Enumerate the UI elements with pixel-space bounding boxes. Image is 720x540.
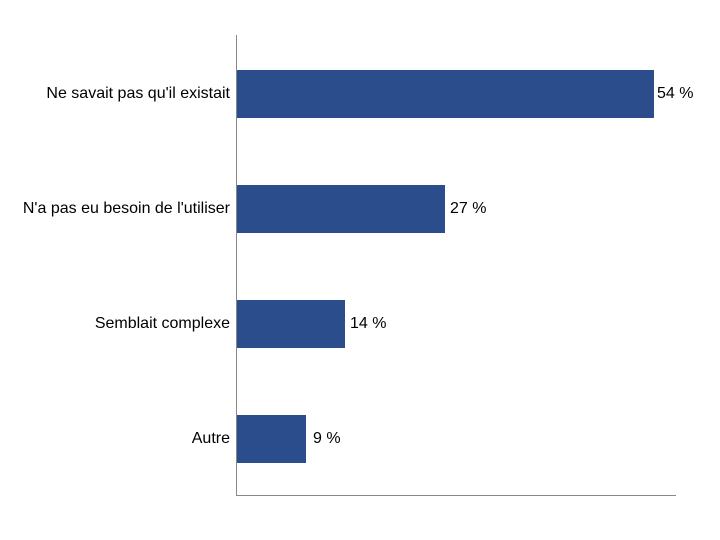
value-label: 14 % (350, 315, 386, 333)
bar (237, 185, 445, 233)
bar (237, 300, 345, 348)
bar-row: Autre 9 % (0, 415, 720, 463)
value-label: 27 % (450, 200, 486, 218)
value-label: 9 % (313, 430, 341, 448)
bar (237, 70, 654, 118)
bar-row: N'a pas eu besoin de l'utiliser 27 % (0, 185, 720, 233)
bar-row: Semblait complexe 14 % (0, 300, 720, 348)
bar-chart: Ne savait pas qu'il existait 54 % N'a pa… (0, 0, 720, 540)
bar (237, 415, 306, 463)
category-label: Autre (192, 430, 230, 448)
value-label: 54 % (657, 85, 693, 103)
category-label: Ne savait pas qu'il existait (46, 85, 230, 103)
category-label: N'a pas eu besoin de l'utiliser (23, 200, 230, 218)
x-axis-line (236, 495, 676, 496)
bar-row: Ne savait pas qu'il existait 54 % (0, 70, 720, 118)
category-label: Semblait complexe (95, 315, 230, 333)
